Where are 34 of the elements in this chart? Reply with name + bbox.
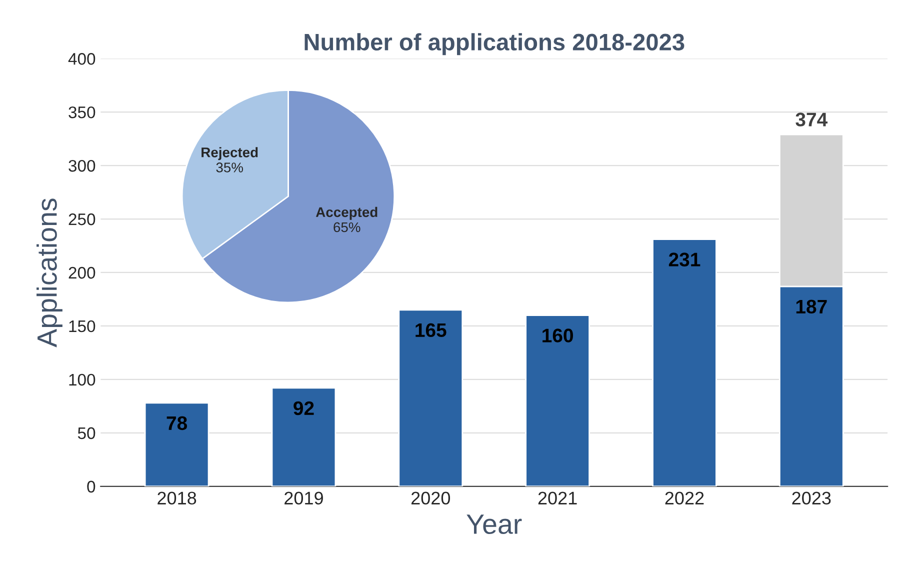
y-tick-label: 100 [69, 374, 96, 386]
x-tick-label: 2020 [411, 492, 450, 505]
chart-title: Number of applications 2018-2023 [304, 33, 684, 56]
y-tick-label: 150 [69, 320, 96, 332]
y-tick-label: 400 [68, 53, 96, 65]
x-tick-label: 2021 [538, 492, 577, 505]
x-tick-label: 2019 [284, 492, 323, 505]
data-label: 231 [668, 252, 700, 266]
bar [398, 309, 464, 486]
y-tick-label: 300 [68, 160, 96, 172]
y-axis-title: Applications [36, 198, 62, 348]
x-axis-title: Year [466, 514, 522, 534]
y-tick-label: 200 [68, 266, 96, 279]
data-label: 160 [542, 328, 573, 342]
data-label: 78 [166, 416, 188, 430]
x-tick-label: 2022 [665, 492, 704, 505]
data-label: 35% [216, 162, 243, 172]
y-tick-label: 350 [68, 106, 96, 118]
x-tick-label: 2018 [158, 492, 196, 505]
annotation: 374 [796, 112, 828, 126]
slice-label: Rejected [202, 147, 258, 160]
data-label: 165 [416, 323, 446, 338]
data-label: 187 [796, 300, 827, 314]
y-tick-label: 0 [87, 480, 96, 493]
y-tick-label: 250 [68, 213, 96, 226]
data-label: 92 [294, 401, 314, 416]
bar [652, 238, 717, 486]
x-tick-label: 2023 [792, 492, 831, 505]
data-label: 65% [334, 222, 360, 232]
y-tick-label: 50 [78, 427, 96, 440]
bar [525, 314, 590, 486]
bar [144, 402, 210, 486]
slice-label: Accepted [316, 206, 378, 220]
bar [271, 387, 336, 486]
